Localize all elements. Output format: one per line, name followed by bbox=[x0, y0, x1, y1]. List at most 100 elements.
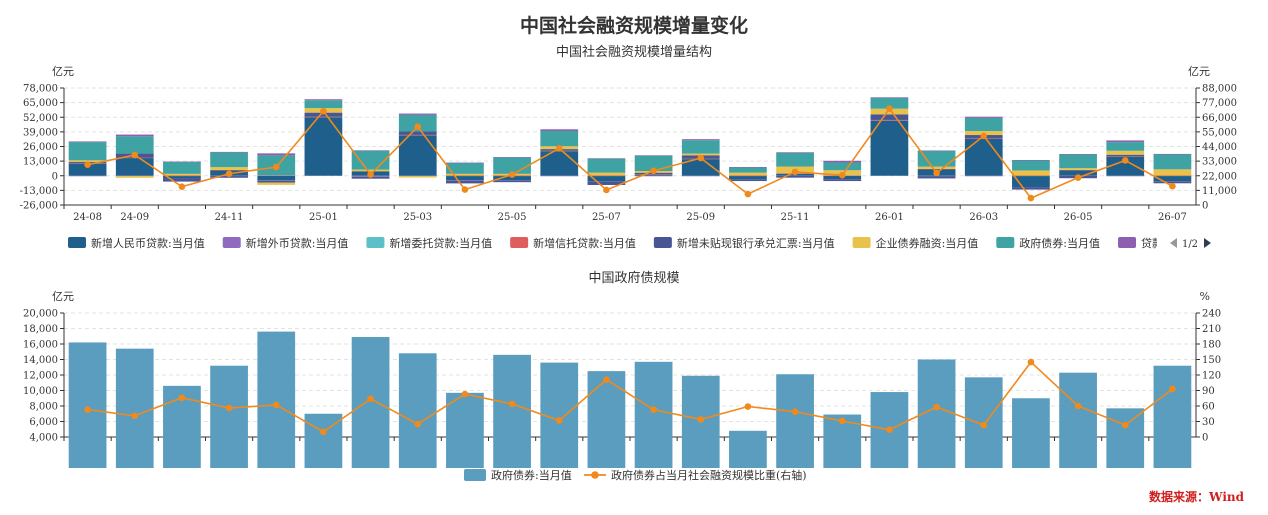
legend-label: 新增人民币贷款:当月值 bbox=[91, 236, 205, 250]
bar-segment bbox=[634, 175, 673, 177]
bar-segment bbox=[1106, 156, 1145, 157]
line-point bbox=[178, 183, 186, 190]
bar-segment bbox=[68, 163, 107, 176]
bar-segment bbox=[776, 152, 814, 167]
bar-segment bbox=[351, 337, 390, 468]
x-tick-label: 25-11 bbox=[781, 212, 810, 223]
line-point bbox=[555, 417, 563, 424]
bar-segment bbox=[870, 97, 909, 98]
line-point bbox=[84, 161, 91, 169]
y-tick-label-left: 4,000 bbox=[29, 433, 58, 444]
line-point bbox=[1074, 174, 1082, 181]
legend-label: 政府债券:当月值 bbox=[1019, 236, 1100, 250]
bar-segment bbox=[1059, 170, 1097, 176]
bar-segment bbox=[681, 140, 720, 154]
bar-segment bbox=[1153, 365, 1192, 468]
bar-segment bbox=[964, 138, 1003, 176]
y-tick-label-left: 10,000 bbox=[23, 386, 58, 397]
legend-pager-label: 1/2 bbox=[1182, 239, 1198, 250]
bar-segment bbox=[729, 172, 767, 176]
bar-segment bbox=[351, 169, 390, 172]
y-tick-label-left: 12,000 bbox=[23, 371, 58, 382]
legend-swatch bbox=[996, 237, 1015, 248]
bar-segment bbox=[823, 162, 862, 171]
line-point bbox=[697, 416, 705, 423]
y-tick-label-left: 14,000 bbox=[23, 355, 58, 366]
bar-segment bbox=[870, 97, 909, 109]
bar-segment bbox=[163, 175, 201, 177]
triangle-right-icon[interactable] bbox=[1204, 238, 1211, 248]
bar-segment bbox=[1106, 156, 1145, 176]
bar-segment bbox=[304, 116, 343, 118]
bar-segment bbox=[398, 175, 437, 177]
bar-segment bbox=[729, 175, 767, 177]
bar-segment bbox=[257, 331, 296, 468]
bar-segment bbox=[870, 114, 909, 120]
line-point bbox=[178, 394, 186, 402]
bar-segment bbox=[587, 175, 626, 182]
y-tick-label-right: 11,000 bbox=[1202, 186, 1237, 197]
bar-segment bbox=[540, 151, 579, 176]
bar-segment bbox=[257, 182, 296, 185]
bar-segment bbox=[1012, 160, 1050, 171]
bar-segment bbox=[493, 180, 531, 183]
bar-segment bbox=[398, 134, 437, 136]
legend-label: 新增委托贷款:当月值 bbox=[389, 236, 492, 250]
bar-segment bbox=[1012, 160, 1050, 161]
y-tick-label-right: 240 bbox=[1202, 309, 1221, 320]
line-point bbox=[650, 167, 657, 175]
bar-segment bbox=[115, 157, 154, 176]
line-point bbox=[1169, 182, 1176, 190]
y-tick-label-right: 0 bbox=[1202, 433, 1208, 444]
source-note: 数据来源：Wind bbox=[1149, 489, 1245, 504]
y-tick-label-left: 13,000 bbox=[23, 157, 58, 168]
bar-segment bbox=[729, 179, 767, 182]
bar-segment bbox=[964, 116, 1003, 118]
x-tick-label: 24-09 bbox=[120, 212, 149, 223]
bar-segment bbox=[587, 158, 626, 159]
y-tick-label-left: 65,000 bbox=[23, 98, 58, 109]
line-point bbox=[791, 408, 799, 415]
bar-segment bbox=[917, 168, 956, 170]
bar-segment bbox=[587, 181, 626, 185]
bar-segment bbox=[1153, 175, 1192, 177]
bar-segment bbox=[115, 175, 154, 177]
bar-segment bbox=[68, 141, 107, 143]
y-tick-label-right: 120 bbox=[1202, 371, 1221, 382]
y-tick-label-right: 180 bbox=[1202, 340, 1221, 351]
bar-segment bbox=[446, 180, 484, 184]
line-point bbox=[508, 171, 516, 178]
bar-segment bbox=[398, 114, 437, 132]
bar-segment bbox=[493, 157, 531, 158]
line-point bbox=[131, 151, 139, 159]
series-line bbox=[87, 360, 1173, 433]
bar-segment bbox=[115, 136, 154, 154]
bar-segment bbox=[1012, 170, 1050, 176]
bar-segment bbox=[446, 175, 484, 177]
bar-segment bbox=[163, 161, 201, 163]
bar-segment bbox=[729, 167, 767, 173]
bar-segment bbox=[304, 99, 343, 101]
triangle-left-icon[interactable] bbox=[1170, 238, 1177, 248]
y-tick-label-left: 52,000 bbox=[23, 113, 58, 124]
bar-segment bbox=[1012, 398, 1050, 468]
y-tick-label-right: 90 bbox=[1202, 386, 1215, 397]
legend-label: 企业债券融资:当月值 bbox=[876, 236, 979, 250]
chart-subtitle: 中国社会融资规模增量结构 bbox=[556, 44, 712, 60]
line-point bbox=[272, 163, 280, 171]
bar-segment bbox=[68, 342, 107, 468]
y-tick-label-right: 88,000 bbox=[1202, 84, 1237, 95]
line-point bbox=[980, 421, 988, 429]
line-point bbox=[1027, 194, 1035, 202]
line-point bbox=[838, 417, 846, 425]
bar-segment bbox=[634, 155, 673, 156]
bar-segment bbox=[870, 120, 909, 176]
bar-segment bbox=[446, 173, 484, 176]
x-tick-label: 26-07 bbox=[1158, 212, 1187, 223]
line-point bbox=[1121, 421, 1129, 429]
bar-segment bbox=[1106, 175, 1145, 177]
bar-segment bbox=[729, 166, 767, 168]
y-tick-label-right: 55,000 bbox=[1202, 127, 1237, 138]
legend-swatch bbox=[222, 237, 241, 248]
legend-label: 新增未贴现银行承兑汇票:当月值 bbox=[677, 236, 835, 250]
